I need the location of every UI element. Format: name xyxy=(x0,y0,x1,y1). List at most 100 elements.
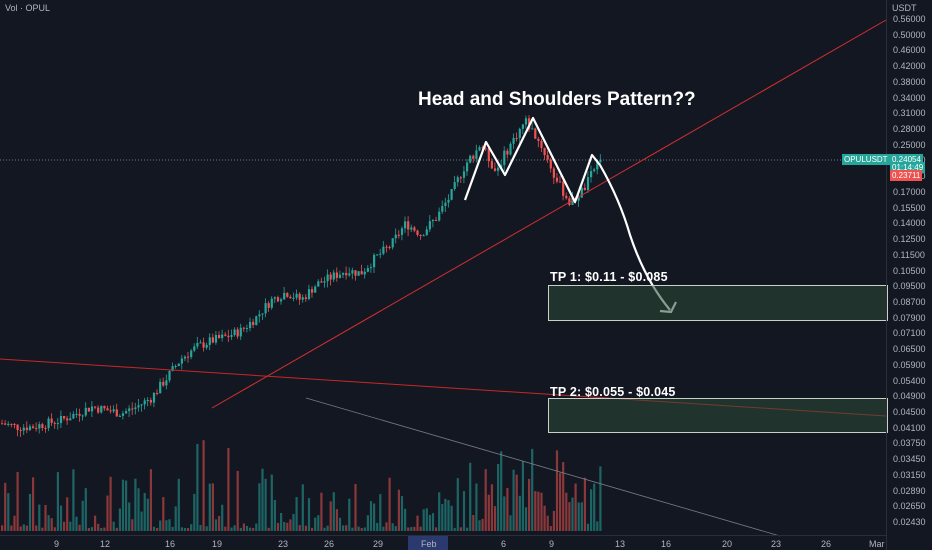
price-tick-label: 0.31000 xyxy=(893,108,926,119)
volume-bar xyxy=(242,523,245,531)
volume-bar xyxy=(317,515,320,531)
candle-body xyxy=(562,181,565,196)
price-tick-label: 0.04900 xyxy=(893,391,926,402)
candle-body xyxy=(534,128,537,139)
candle-body xyxy=(453,182,456,189)
volume-bar xyxy=(416,515,419,531)
volume-bar xyxy=(165,520,168,531)
volume-bar xyxy=(503,496,506,531)
volume-bar xyxy=(301,484,304,531)
candle-body xyxy=(385,246,388,248)
candle-body xyxy=(50,418,53,423)
candle-body xyxy=(394,234,397,239)
volume-bar xyxy=(125,480,128,531)
candle-body xyxy=(559,181,562,183)
volume-bar xyxy=(208,483,211,531)
candle-body xyxy=(72,413,75,419)
candle-body xyxy=(66,418,69,421)
volume-bar xyxy=(63,521,66,531)
volume-bar xyxy=(552,510,555,531)
candle-body xyxy=(221,334,224,339)
price-tick-label: 0.02650 xyxy=(893,501,926,512)
candle-body xyxy=(283,292,286,300)
candle-body xyxy=(156,392,159,394)
tp2-zone[interactable] xyxy=(548,398,888,433)
candle-body xyxy=(177,363,180,367)
candle-body xyxy=(190,350,193,358)
candle-body xyxy=(106,408,109,411)
time-tick-label: 12 xyxy=(100,539,111,549)
time-tick-label: 26 xyxy=(324,539,335,549)
candle-body xyxy=(466,162,469,172)
candle-body xyxy=(509,143,512,155)
tp1-label[interactable]: TP 1: $0.11 - $0.085 xyxy=(550,270,668,284)
volume-bar xyxy=(475,483,478,531)
time-tick-label: 16 xyxy=(165,539,176,549)
price-tick-label: 0.12500 xyxy=(893,234,926,245)
volume-bar xyxy=(280,512,283,531)
candle-body xyxy=(497,167,500,171)
time-tick-label: 20 xyxy=(722,539,733,549)
volume-bar xyxy=(404,508,407,531)
candle-body xyxy=(342,272,345,275)
candle-body xyxy=(450,188,453,200)
volume-bar xyxy=(168,519,171,531)
candle-body xyxy=(16,424,19,431)
candle-body xyxy=(540,140,543,148)
candle-body xyxy=(171,366,174,371)
candle-body xyxy=(577,197,580,201)
candle-body xyxy=(75,413,78,415)
candle-body xyxy=(391,238,394,248)
candle-body xyxy=(121,413,125,416)
candle-body xyxy=(590,171,593,178)
candle-body xyxy=(25,427,28,431)
volume-bar xyxy=(459,527,462,531)
candle-body xyxy=(131,408,134,410)
candle-body xyxy=(211,337,214,343)
price-tick-label: 0.50000 xyxy=(893,29,926,40)
volume-bar xyxy=(469,462,472,531)
price-tick-label: 0.11500 xyxy=(893,249,925,260)
tp1-zone[interactable] xyxy=(548,285,888,321)
volume-bar xyxy=(307,498,311,531)
volume-bar xyxy=(466,527,469,531)
head-shoulders-outline[interactable] xyxy=(463,116,601,204)
volume-bar xyxy=(69,521,72,531)
candle-body xyxy=(230,334,233,337)
volume-bar xyxy=(490,484,493,531)
candle-body xyxy=(180,358,183,364)
candle-body xyxy=(168,370,171,381)
volume-bar xyxy=(562,462,565,531)
price-tick-label: 0.08700 xyxy=(893,296,926,307)
candle-body xyxy=(41,424,44,429)
candle-body xyxy=(546,155,549,160)
tp2-label[interactable]: TP 2: $0.055 - $0.045 xyxy=(550,385,676,399)
volume-bar xyxy=(19,526,22,531)
volume-bar xyxy=(568,502,571,531)
low-price-tag: 0.23711 xyxy=(890,170,923,181)
volume-bar xyxy=(487,494,490,531)
candle-body xyxy=(435,219,438,221)
currency-label: USDT xyxy=(892,3,917,13)
volume-bar xyxy=(534,491,537,531)
candle-body xyxy=(32,426,35,429)
time-tick-label: 19 xyxy=(212,539,223,549)
volume-bar xyxy=(146,498,149,531)
volume-bar xyxy=(577,502,580,531)
volume-bar xyxy=(38,504,41,531)
volume-bar xyxy=(360,527,363,531)
price-tick-label: 0.46000 xyxy=(893,45,926,56)
candle-body xyxy=(280,299,283,302)
candle-body xyxy=(552,168,555,178)
trendline-volume[interactable] xyxy=(305,397,781,537)
volume-bar xyxy=(413,526,416,531)
candle-body xyxy=(307,289,311,300)
price-tick-label: 0.04500 xyxy=(893,407,926,417)
volume-bar xyxy=(224,526,227,531)
trendline-support[interactable] xyxy=(211,19,887,409)
pattern-annotation-title[interactable]: Head and Shoulders Pattern?? xyxy=(418,89,696,110)
volume-indicator-label[interactable]: Vol · OPUL xyxy=(5,3,51,13)
candle-body xyxy=(298,293,301,300)
